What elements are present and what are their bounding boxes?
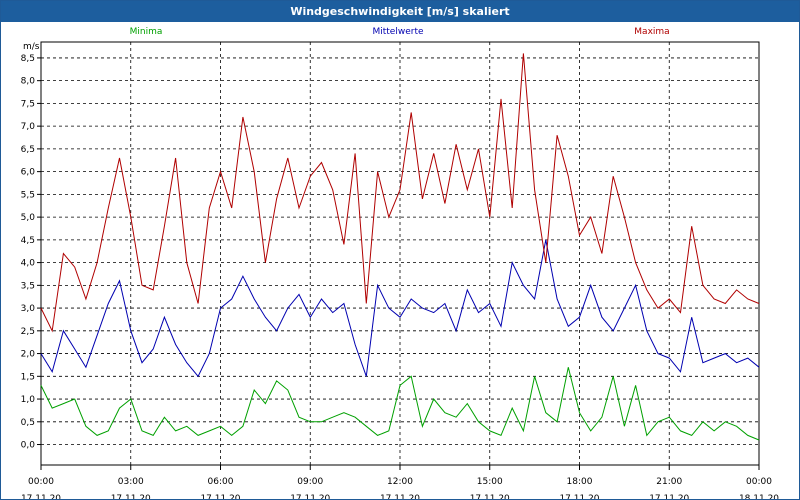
y-tick-label: 1,5 bbox=[21, 372, 35, 382]
y-tick-label: 4,5 bbox=[21, 236, 35, 246]
x-tick-date: 17.11.20 bbox=[290, 494, 330, 499]
x-axis: 00:00 17.11.20 03:00 17.11.20 06:00 17.11.20 0… bbox=[21, 465, 779, 499]
x-tick-date: 17.11.20 bbox=[380, 494, 420, 499]
x-tick-date: 17.11.20 bbox=[200, 494, 240, 499]
y-tick-label: 7,5 bbox=[21, 99, 35, 109]
x-tick-date: 17.11.20 bbox=[21, 494, 61, 499]
y-tick-label: 2,0 bbox=[21, 350, 36, 360]
x-tick-time: 18:00 bbox=[567, 477, 593, 487]
series-line-minima bbox=[40, 367, 760, 441]
y-tick-label: 3,5 bbox=[21, 281, 35, 291]
grid bbox=[41, 42, 759, 465]
y-tick-label: 2,5 bbox=[21, 327, 35, 337]
y-tick-label: 3,0 bbox=[21, 304, 36, 314]
y-tick-label: 6,0 bbox=[21, 168, 36, 178]
y-axis-label: m/s bbox=[23, 42, 40, 52]
y-tick-label: 7,0 bbox=[21, 122, 36, 132]
legend-mittelwerte: Mittelwerte bbox=[372, 27, 423, 37]
y-tick-label: 0,0 bbox=[21, 441, 36, 451]
y-tick-label: 8,0 bbox=[21, 77, 36, 87]
x-tick-time: 09:00 bbox=[297, 477, 323, 487]
series-line-maxima bbox=[40, 53, 760, 333]
series-lines bbox=[40, 53, 760, 441]
x-tick-date: 17.11.20 bbox=[111, 494, 151, 499]
x-tick-time: 06:00 bbox=[208, 477, 234, 487]
y-tick-label: 4,0 bbox=[21, 259, 36, 269]
y-tick-label: 5,5 bbox=[21, 190, 35, 200]
x-tick-time: 12:00 bbox=[387, 477, 413, 487]
legend-maxima: Maxima bbox=[634, 27, 669, 37]
wind-speed-chart: 0,0 0,5 1,0 1,5 2,0 2,5 3,0 3,5 4,0 4,5 5,0 5,5 6,0 6… bbox=[21, 27, 780, 499]
x-tick-time: 00:00 bbox=[746, 477, 772, 487]
y-tick-label: 8,5 bbox=[21, 54, 35, 64]
window-title: Windgeschwindigkeit [m/s] skaliert bbox=[1, 1, 799, 22]
x-tick-date: 17.11.20 bbox=[470, 494, 510, 499]
x-tick-time: 00:00 bbox=[28, 477, 54, 487]
x-tick-time: 15:00 bbox=[477, 477, 503, 487]
x-tick-date: 17.11.20 bbox=[649, 494, 689, 499]
x-tick-time: 21:00 bbox=[656, 477, 682, 487]
legend-minima: Minima bbox=[130, 27, 163, 37]
y-tick-label: 1,0 bbox=[21, 395, 36, 405]
x-tick-date: 17.11.20 bbox=[559, 494, 599, 499]
y-axis: 0,0 0,5 1,0 1,5 2,0 2,5 3,0 3,5 4,0 4,5 5,0 5,5 6,0 6… bbox=[21, 54, 41, 451]
x-tick-date: 18.11.20 bbox=[739, 494, 779, 499]
series-line-mittelwerte bbox=[40, 239, 760, 378]
legend: Minima Mittelwerte Maxima bbox=[130, 27, 670, 37]
y-tick-label: 6,5 bbox=[21, 145, 35, 155]
x-tick-time: 03:00 bbox=[118, 477, 144, 487]
y-tick-label: 5,0 bbox=[21, 213, 36, 223]
y-tick-label: 0,5 bbox=[21, 418, 35, 428]
